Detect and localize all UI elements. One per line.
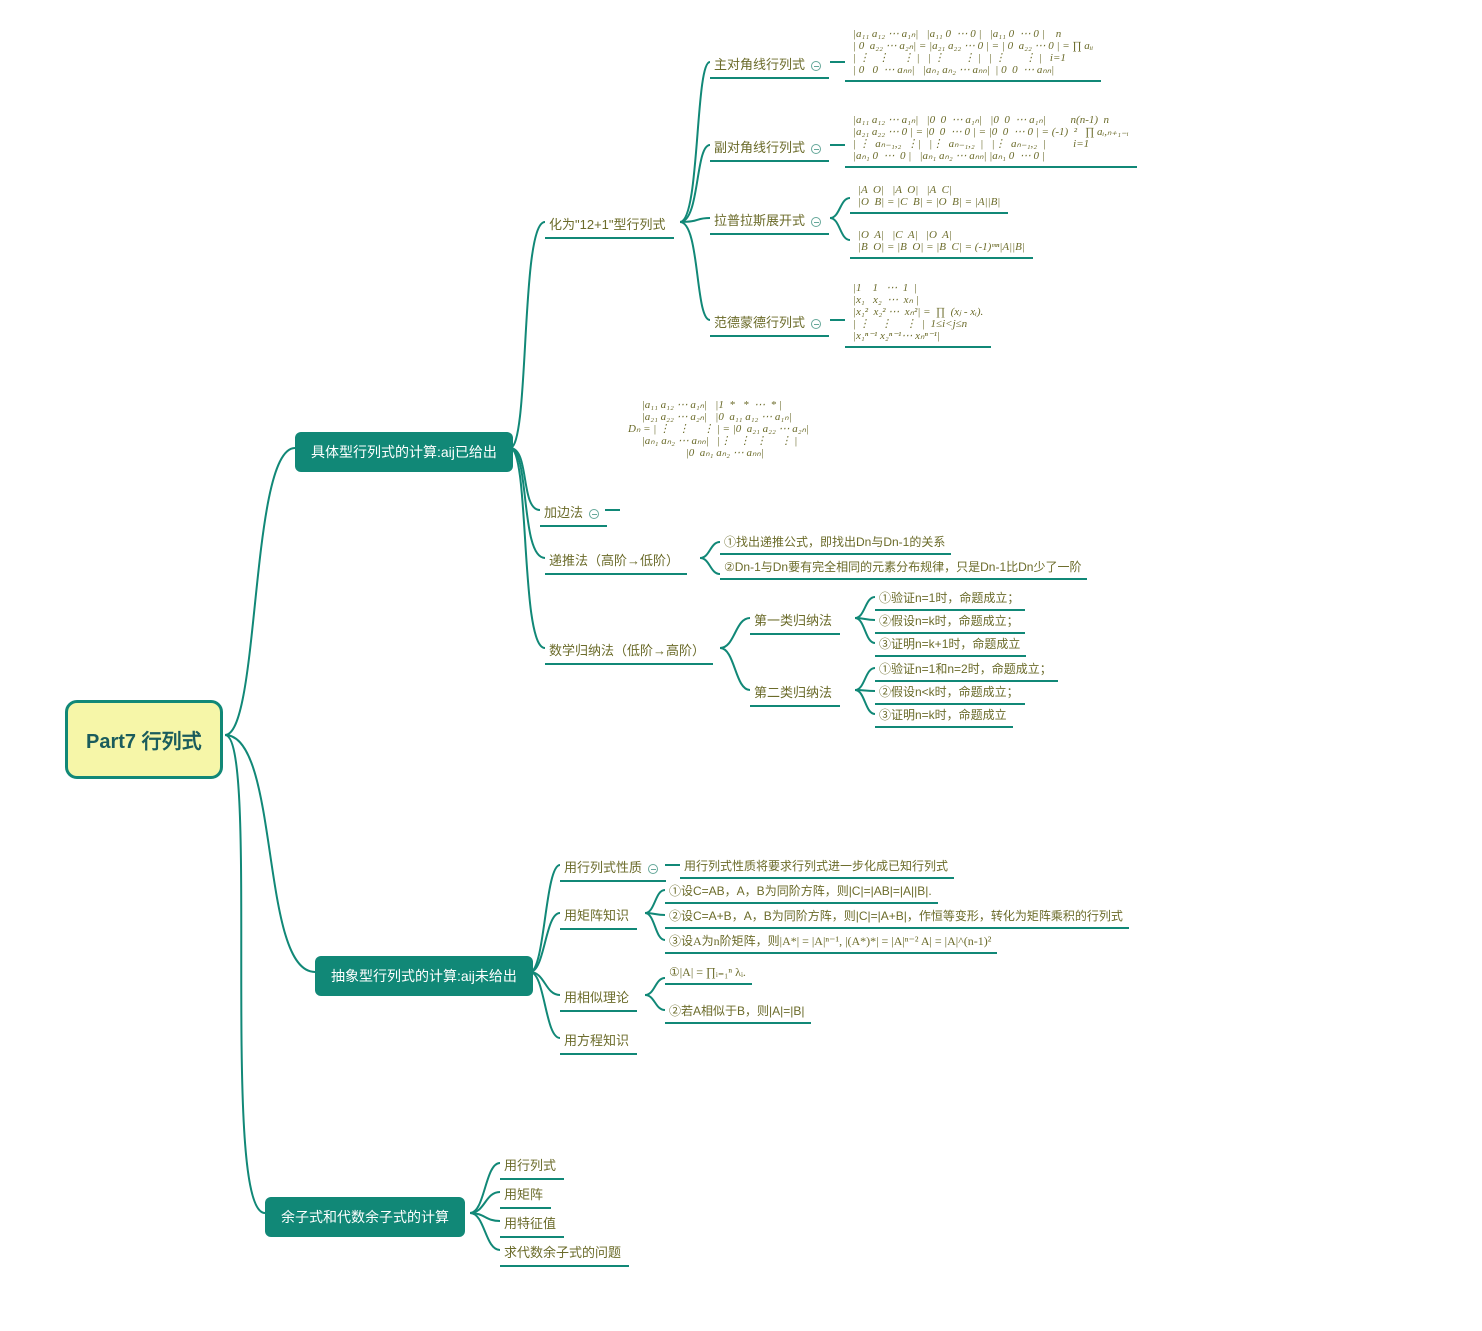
- leaf-ind1-2: ②假设n=k时，命题成立；: [875, 609, 1025, 634]
- math-add-border: |a₁₁ a₁₂ ⋯ a₁ₙ| |1 * * ⋯ * | |a₂₁ a₂₂ ⋯ …: [620, 395, 817, 463]
- math-anti-diagonal: |a₁₁ a₁₂ ⋯ a₁ₙ| |0 0 ⋯ a₁ₙ| |0 0 ⋯ a₁ₙ| …: [845, 110, 1137, 168]
- branch2-label: 抽象型行列式的计算:aij未给出: [331, 968, 517, 984]
- branch-concrete-determinant[interactable]: 具体型行列式的计算:aij已给出: [295, 432, 513, 472]
- leaf-ind1-3: ③证明n=k+1时，命题成立: [875, 632, 1026, 657]
- hint-icon: [811, 217, 821, 227]
- hint-icon: [589, 509, 599, 519]
- leaf-ind2-1: ①验证n=1和n=2时，命题成立；: [875, 657, 1058, 682]
- node-recursion[interactable]: 递推法（高阶→低阶）: [545, 546, 687, 575]
- branch3-label: 余子式和代数余子式的计算: [281, 1209, 449, 1225]
- leaf-ind2-3: ③证明n=k时，命题成立: [875, 703, 1013, 728]
- leaf-matrix-3: ③设A为n阶矩阵，则|A*| = |A|ⁿ⁻¹, |(A*)*| = |A|ⁿ⁻…: [665, 929, 997, 954]
- node-equation[interactable]: 用方程知识: [560, 1026, 637, 1055]
- node-similarity[interactable]: 用相似理论: [560, 983, 637, 1012]
- hint-icon: [648, 864, 658, 874]
- node-cofactor-problem[interactable]: 求代数余子式的问题: [500, 1238, 629, 1267]
- node-add-border[interactable]: 加边法: [540, 498, 607, 527]
- node-induction-type1[interactable]: 第一类归纳法: [750, 606, 840, 635]
- leaf-sim-2: ②若A相似于B，则|A|=|B|: [665, 999, 811, 1024]
- hint-icon: [811, 319, 821, 329]
- node-det-property[interactable]: 用行列式性质: [560, 853, 666, 882]
- leaf-sim-1: ①|A| = ∏ᵢ₌₁ⁿ λᵢ.: [665, 962, 752, 985]
- node-matrix-knowledge[interactable]: 用矩阵知识: [560, 901, 637, 930]
- node-induction-type2[interactable]: 第二类归纳法: [750, 678, 840, 707]
- root-node[interactable]: Part7 行列式: [65, 700, 223, 779]
- leaf-det-property: 用行列式性质将要求行列式进一步化成已知行列式: [680, 854, 954, 879]
- node-use-eigenvalue[interactable]: 用特征值: [500, 1209, 564, 1238]
- hint-icon: [811, 61, 821, 71]
- node-anti-diagonal[interactable]: 副对角线行列式: [710, 133, 829, 162]
- leaf-matrix-1: ①设C=AB，A，B为同阶方阵，则|C|=|AB|=|A||B|.: [665, 879, 938, 904]
- leaf-recursion-2: ②Dn-1与Dn要有完全相同的元素分布规律，只是Dn-1比Dn少了一阶: [720, 555, 1087, 580]
- branch-abstract-determinant[interactable]: 抽象型行列式的计算:aij未给出: [315, 956, 533, 996]
- leaf-matrix-2: ②设C=A+B，A，B为同阶方阵，则|C|=|A+B|，作恒等变形，转化为矩阵乘…: [665, 904, 1129, 929]
- leaf-recursion-1: ①找出递推公式，即找出Dn与Dn-1的关系: [720, 530, 951, 555]
- node-induction[interactable]: 数学归纳法（低阶→高阶）: [545, 636, 713, 665]
- node-12plus1[interactable]: 化为"12+1"型行列式: [545, 210, 674, 239]
- node-use-det[interactable]: 用行列式: [500, 1151, 564, 1180]
- node-vandermonde[interactable]: 范德蒙德行列式: [710, 308, 829, 337]
- hint-icon: [811, 144, 821, 154]
- math-main-diagonal: |a₁₁ a₁₂ ⋯ a₁ₙ| |a₁₁ 0 ⋯ 0 | |a₁₁ 0 ⋯ 0 …: [845, 24, 1101, 82]
- node-use-matrix[interactable]: 用矩阵: [500, 1180, 551, 1209]
- node-main-diagonal[interactable]: 主对角线行列式: [710, 50, 829, 79]
- connector-lines: [0, 0, 1482, 1331]
- branch-cofactor[interactable]: 余子式和代数余子式的计算: [265, 1197, 465, 1237]
- math-laplace-1: |A O| |A O| |A C| |O B| = |C B| = |O B| …: [850, 180, 1008, 214]
- root-label: Part7 行列式: [86, 731, 202, 753]
- leaf-ind1-1: ①验证n=1时，命题成立；: [875, 586, 1025, 611]
- node-laplace[interactable]: 拉普拉斯展开式: [710, 206, 829, 235]
- leaf-ind2-2: ②假设n<k时，命题成立；: [875, 680, 1025, 705]
- math-laplace-2: |O A| |C A| |O A| |B O| = |B O| = |B C| …: [850, 225, 1033, 259]
- math-vandermonde: |1 1 ⋯ 1 | |x₁ x₂ ⋯ xₙ | |x₁² x₂² ⋯ xₙ²|…: [845, 278, 991, 348]
- branch1-label: 具体型行列式的计算:aij已给出: [311, 444, 497, 460]
